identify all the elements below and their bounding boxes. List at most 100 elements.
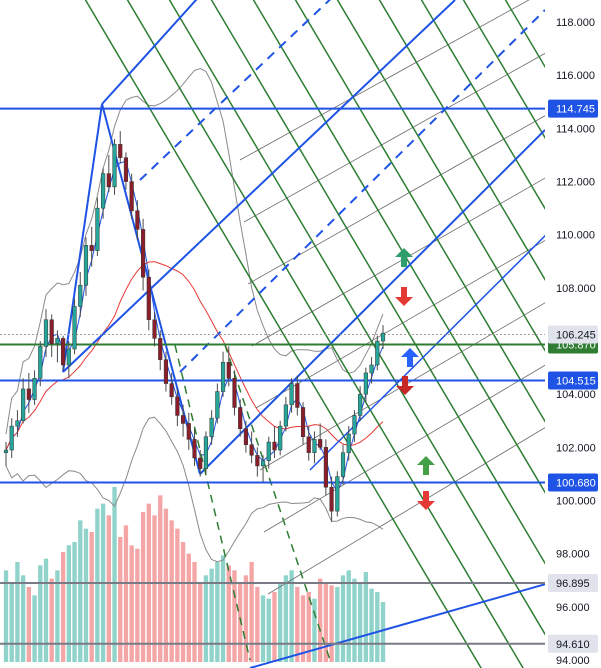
volume-bar <box>140 512 146 662</box>
volume-bar <box>323 582 329 662</box>
candle-body <box>260 460 266 467</box>
candle-body <box>323 447 328 488</box>
candle-body <box>141 229 146 278</box>
green-parallel-line <box>84 0 482 668</box>
price-tag-label: 104.515 <box>556 376 596 388</box>
price-tag <box>548 574 598 593</box>
candle-body <box>78 284 83 307</box>
green-parallel-line <box>294 0 545 423</box>
volume-bar <box>232 570 237 662</box>
y-tick-label: 100.000 <box>556 496 596 508</box>
y-tick-label: 102.000 <box>556 442 596 454</box>
candle-body <box>123 157 129 182</box>
candle-body <box>101 173 106 209</box>
price-tag-label: 100.680 <box>556 477 596 489</box>
y-tick-label: 118.000 <box>556 17 595 29</box>
price-tag-label: 114.745 <box>556 104 595 116</box>
level-lines-layer <box>0 107 545 645</box>
grey-parallel-line <box>267 427 545 595</box>
green-parallel-line <box>420 0 545 211</box>
candle-body <box>369 364 374 374</box>
price-tag <box>548 325 598 344</box>
volume-bar <box>123 525 129 662</box>
candle-body <box>158 338 163 360</box>
volume-bar <box>15 562 20 662</box>
y-tick-label: 110.000 <box>556 230 595 242</box>
candle-body <box>169 383 174 398</box>
volume-bar <box>346 570 351 662</box>
volume-bar <box>112 487 117 662</box>
down-arrow-icon <box>396 376 414 395</box>
candle-body <box>186 423 191 440</box>
pitchfork-base <box>62 103 103 373</box>
candle-body <box>255 455 260 467</box>
volume-bar <box>306 592 311 662</box>
grey-parallel-line <box>255 240 545 409</box>
y-tick-label: 96.000 <box>556 602 590 614</box>
candle-body <box>146 276 151 321</box>
y-tick-label: 108.000 <box>556 283 596 295</box>
volume-bar <box>20 575 26 662</box>
volume-bar <box>175 528 180 662</box>
green-parallel-line <box>210 0 545 565</box>
candle-body <box>346 433 351 453</box>
candle-body <box>9 425 14 451</box>
volume-bar <box>95 508 100 662</box>
price-tag-label: 106.245 <box>556 330 596 342</box>
candle-body <box>215 391 220 419</box>
volume-bar <box>380 602 386 662</box>
volume-bar <box>118 537 123 662</box>
candle-body <box>26 388 31 400</box>
grey-parallel-line <box>243 52 545 223</box>
down-arrow-icon <box>395 287 413 306</box>
volume-bar <box>55 570 60 662</box>
price-tags-layer: 114.745104.515100.680105.870106.24596.89… <box>548 99 598 653</box>
y-tick-label: 116.000 <box>556 70 595 82</box>
pitchfork-lower-tine <box>199 129 545 475</box>
candle-body <box>243 428 248 445</box>
volume-bar <box>3 570 9 662</box>
y-tick-label: 112.000 <box>556 177 595 189</box>
candle-body <box>266 441 271 461</box>
upper-band-line <box>5 67 384 435</box>
price-tag-label: 96.895 <box>556 578 590 590</box>
grey-parallel-line <box>251 177 545 347</box>
volume-bar <box>83 528 89 662</box>
candle-body <box>89 245 94 251</box>
candle-body <box>209 417 214 437</box>
pitchfork-outer-line <box>249 583 545 668</box>
candle-body <box>340 452 346 477</box>
y-tick-label: 104.000 <box>556 389 596 401</box>
candle-body <box>329 486 334 512</box>
indicator-layer <box>5 67 384 563</box>
volume-bar <box>363 572 369 662</box>
candle-body <box>118 144 123 158</box>
candle-body <box>278 425 283 451</box>
candle-body <box>272 441 277 451</box>
volume-bar <box>9 582 14 662</box>
candle-body <box>3 449 9 453</box>
volume-bar <box>203 575 209 662</box>
candle-body <box>318 439 323 448</box>
green-parallel-line <box>378 0 545 281</box>
volume-bar <box>226 565 231 662</box>
candle-body <box>380 332 386 342</box>
volume-bar <box>249 562 254 662</box>
candles-layer <box>3 131 386 522</box>
volume-bar <box>169 520 174 662</box>
volume-bar <box>152 515 157 662</box>
green-dashed-line <box>174 344 251 661</box>
candle-body <box>66 348 71 366</box>
candle-body <box>15 420 20 427</box>
candle-body <box>238 407 243 430</box>
candle-body <box>306 436 311 453</box>
volume-bar <box>357 582 363 662</box>
grey-parallel-line <box>247 115 545 285</box>
volume-bar <box>32 595 37 662</box>
pitchfork-median-line <box>62 0 456 373</box>
price-tag <box>548 473 598 492</box>
candle-body <box>375 340 380 366</box>
candle-body <box>129 181 134 212</box>
